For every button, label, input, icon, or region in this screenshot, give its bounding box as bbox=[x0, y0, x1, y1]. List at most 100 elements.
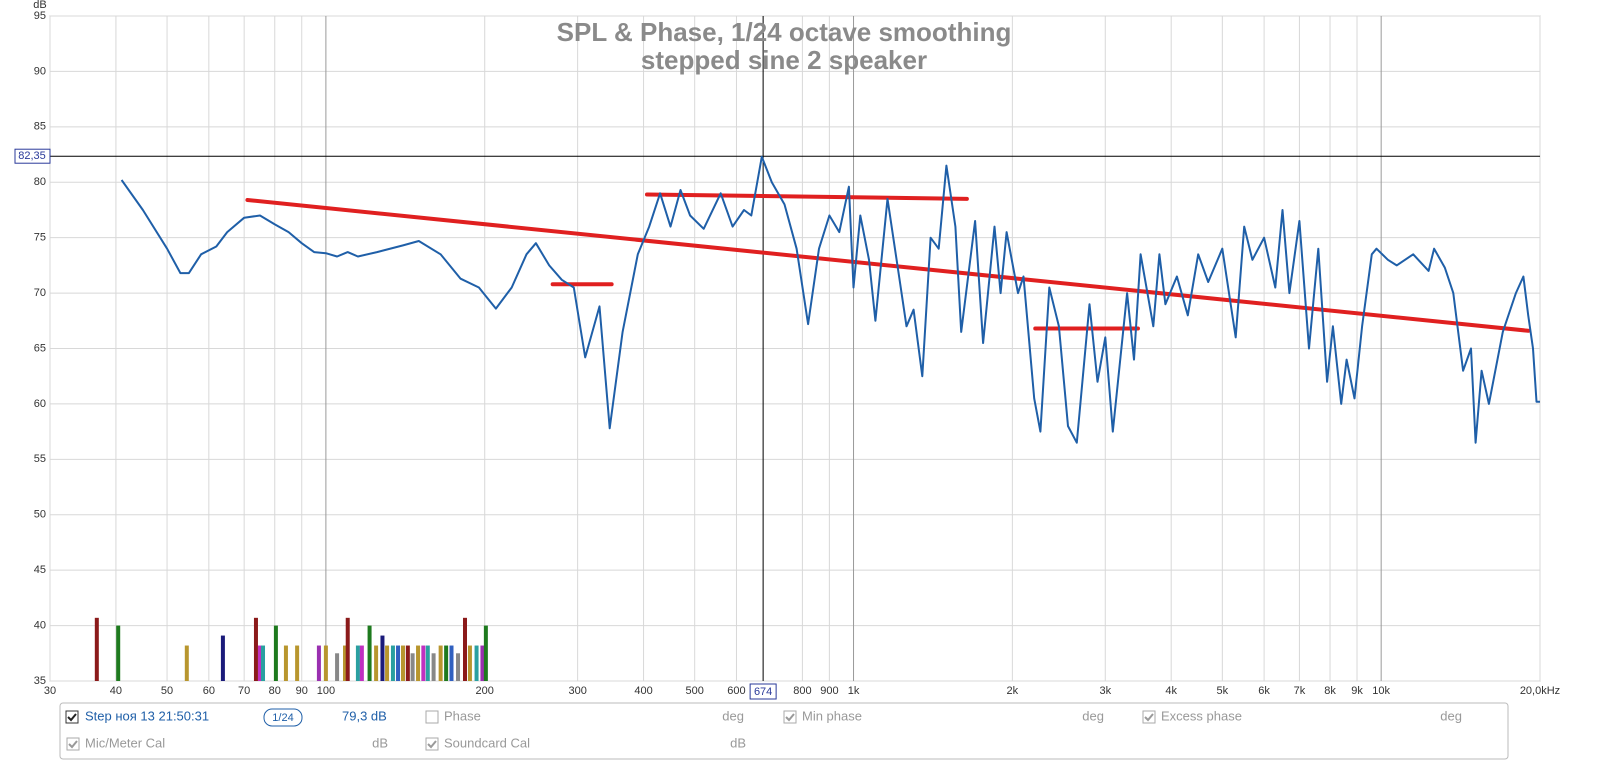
checkmark bbox=[68, 740, 78, 749]
option-checkbox[interactable] bbox=[1142, 710, 1156, 724]
marker-bar bbox=[374, 645, 379, 681]
option-label: Mic/Meter Cal bbox=[85, 735, 165, 750]
grid bbox=[49, 15, 1541, 682]
y-tick-label: 45 bbox=[34, 564, 46, 576]
x-tick-label: 50 bbox=[161, 685, 173, 697]
checkmark bbox=[427, 740, 437, 749]
cursor-y-label: 82,35 bbox=[18, 150, 46, 162]
x-tick-label: 40 bbox=[110, 685, 122, 697]
option-unit: deg bbox=[1082, 708, 1104, 723]
marker-bar bbox=[283, 645, 288, 681]
option-unit: dB bbox=[730, 735, 746, 750]
x-tick-label: 500 bbox=[686, 685, 704, 697]
y-tick-label: 55 bbox=[34, 453, 46, 465]
marker-bar bbox=[94, 617, 99, 681]
y-tick-label: 70 bbox=[34, 287, 46, 299]
cursor-x-label: 674 bbox=[754, 686, 772, 698]
y-axis-label: dB bbox=[33, 0, 46, 11]
option-checkbox[interactable] bbox=[425, 737, 439, 751]
marker-bar bbox=[220, 635, 225, 681]
x-tick-label: 6k bbox=[1258, 685, 1270, 697]
marker-bar bbox=[116, 625, 121, 681]
option-label: Excess phase bbox=[1161, 708, 1242, 723]
x-tick-label: 90 bbox=[296, 685, 308, 697]
trace-checkbox[interactable] bbox=[65, 710, 79, 724]
marker-bar bbox=[323, 645, 328, 681]
option-unit: deg bbox=[722, 708, 744, 723]
trace-level: 79,3 dB bbox=[342, 708, 387, 723]
y-tick-label: 80 bbox=[34, 176, 46, 188]
marker-bar bbox=[396, 645, 401, 681]
marker-bar bbox=[380, 635, 385, 681]
x-tick-label: 30 bbox=[44, 685, 56, 697]
marker-bar bbox=[390, 645, 395, 681]
x-tick-label: 600 bbox=[727, 685, 745, 697]
marker-bar bbox=[335, 653, 340, 681]
cursor-x-box bbox=[749, 683, 777, 700]
y-tick-label: 35 bbox=[34, 675, 46, 687]
marker-bar bbox=[438, 645, 443, 681]
option-label: Phase bbox=[444, 708, 481, 723]
option-checkbox[interactable] bbox=[783, 710, 797, 724]
marker-bar bbox=[449, 645, 454, 681]
y-tick-label: 65 bbox=[34, 342, 46, 354]
marker-bar bbox=[367, 625, 372, 681]
marker-bar bbox=[444, 645, 449, 681]
cursor-y-box bbox=[14, 148, 51, 164]
option-unit: deg bbox=[1440, 708, 1462, 723]
marker-bar bbox=[273, 625, 278, 681]
spl-trace bbox=[120, 155, 1540, 444]
chart-title: SPL & Phase, 1/24 octave smoothing bbox=[557, 17, 1012, 47]
option-checkbox[interactable] bbox=[425, 710, 439, 724]
marker-bar bbox=[184, 645, 189, 681]
trace-name: Step ноя 13 21:50:31 bbox=[85, 708, 209, 723]
target-line bbox=[245, 197, 1531, 333]
chart-subtitle: stepped sine 2 speaker bbox=[641, 45, 927, 75]
marker-bar bbox=[483, 625, 488, 681]
option-label: Min phase bbox=[802, 708, 862, 723]
marker-bar bbox=[431, 653, 436, 681]
option-unit: dB bbox=[372, 735, 388, 750]
marker-bar bbox=[345, 617, 350, 681]
x-tick-label: 300 bbox=[568, 685, 586, 697]
x-tick-label: 1k bbox=[848, 685, 860, 697]
x-tick-label: 60 bbox=[203, 685, 215, 697]
smoothing-button[interactable] bbox=[263, 708, 303, 727]
marker-bar bbox=[295, 645, 300, 681]
marker-bar bbox=[467, 645, 472, 681]
marker-bar bbox=[257, 645, 262, 681]
x-tick-label: 3k bbox=[1099, 685, 1111, 697]
x-tick-label: 5k bbox=[1217, 685, 1229, 697]
y-tick-label: 75 bbox=[34, 232, 46, 244]
marker-bar bbox=[462, 617, 467, 681]
marker-bar bbox=[385, 645, 390, 681]
x-tick-label: 200 bbox=[476, 685, 494, 697]
y-tick-label: 50 bbox=[34, 509, 46, 521]
x-tick-label: 900 bbox=[820, 685, 838, 697]
target-line bbox=[644, 192, 969, 201]
marker-bar bbox=[261, 645, 266, 681]
x-tick-label: 80 bbox=[269, 685, 281, 697]
marker-bar bbox=[421, 645, 426, 681]
marker-bar bbox=[343, 645, 348, 681]
marker-bar bbox=[253, 617, 258, 681]
marker-bar bbox=[474, 645, 479, 681]
marker-bar bbox=[400, 645, 405, 681]
option-checkbox[interactable] bbox=[66, 737, 80, 751]
x-tick-label: 70 bbox=[238, 685, 250, 697]
marker-bar bbox=[416, 645, 421, 681]
marker-bar bbox=[316, 645, 321, 681]
plot bbox=[50, 16, 1540, 681]
y-tick-label: 90 bbox=[34, 65, 46, 77]
panel-items: Step ноя 13 21:50:31 1/24 79,3 dB Phase deg M… bbox=[65, 708, 1462, 751]
marker-bar bbox=[355, 645, 360, 681]
marker-bar bbox=[405, 645, 410, 681]
x-tick-label: 800 bbox=[793, 685, 811, 697]
x-tick-label: 9k bbox=[1351, 685, 1363, 697]
y-tick-label: 40 bbox=[34, 619, 46, 631]
marker-bar bbox=[359, 645, 364, 681]
x-tick-label: 2k bbox=[1007, 685, 1019, 697]
marker-bar bbox=[456, 653, 461, 681]
y-tick-label: 95 bbox=[34, 10, 46, 22]
